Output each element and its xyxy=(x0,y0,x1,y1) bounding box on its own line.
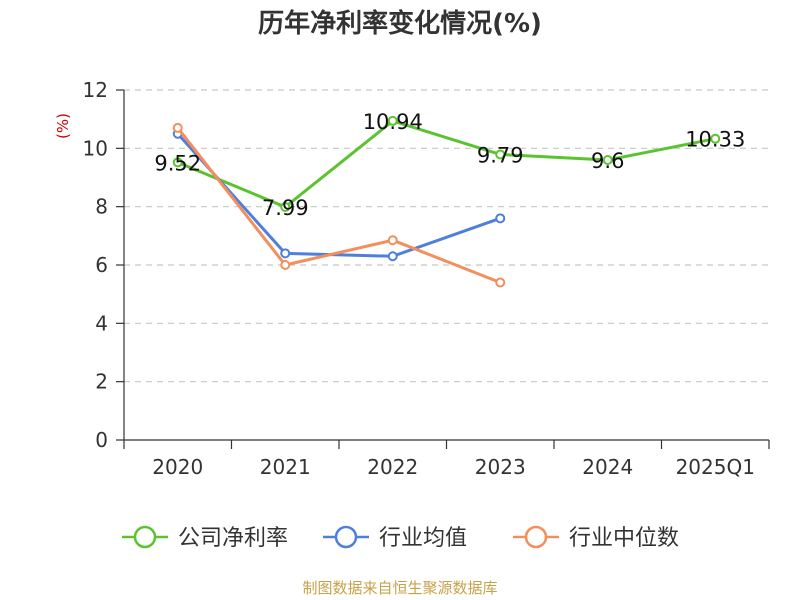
data-label: 10.33 xyxy=(685,128,745,152)
data-label: 9.52 xyxy=(154,151,201,175)
data-point xyxy=(602,155,613,165)
data-point xyxy=(387,235,398,246)
data-point xyxy=(495,149,506,160)
legend-item-0: 公司净利率 xyxy=(122,525,288,551)
data-labels: 9.52 7.99 10.94 9.79 9.6 10.33 xyxy=(154,110,745,220)
y-tick-label: 0 xyxy=(95,428,108,452)
y-tick-label: 12 xyxy=(83,78,108,102)
data-point xyxy=(495,277,506,288)
legend-label: 行业均值 xyxy=(379,526,467,551)
data-label: 9.79 xyxy=(477,143,524,167)
data-point xyxy=(280,248,291,259)
legend: 公司净利率 行业均值 行业中位数 xyxy=(122,525,679,551)
data-point xyxy=(495,213,506,224)
x-tick-label: 2024 xyxy=(582,455,633,479)
legend-marker xyxy=(133,525,157,549)
source-note: 制图数据来自恒生聚源数据库 xyxy=(302,579,497,597)
x-tick-label: 2022 xyxy=(367,455,418,479)
legend-marker xyxy=(334,525,358,549)
y-tick-label: 8 xyxy=(95,195,108,219)
legend-label: 行业中位数 xyxy=(569,526,679,551)
y-tick-label: 4 xyxy=(95,311,108,335)
data-point xyxy=(172,122,183,133)
data-point xyxy=(710,133,721,144)
series-lines xyxy=(172,115,721,288)
series-line-1 xyxy=(176,132,501,258)
y-axis-unit: (%) xyxy=(54,113,72,139)
data-label: 10.94 xyxy=(363,110,423,134)
data-point xyxy=(280,260,291,270)
legend-label: 公司净利率 xyxy=(178,526,288,551)
y-tick-label: 10 xyxy=(83,136,108,160)
x-tick-labels: 2020 2021 2022 2023 2024 2025Q1 xyxy=(152,455,755,479)
data-label: 7.99 xyxy=(262,196,309,220)
axes xyxy=(116,89,770,449)
y-tick-label: 6 xyxy=(95,253,108,277)
x-tick-label: 2021 xyxy=(260,455,311,479)
y-tick-labels: 0 2 4 6 8 10 12 xyxy=(83,78,108,452)
data-label: 9.6 xyxy=(591,149,624,173)
legend-item-1: 行业均值 xyxy=(323,525,467,551)
data-point xyxy=(387,115,398,126)
data-point xyxy=(280,201,291,212)
chart-title: 历年净利率变化情况(%) xyxy=(258,8,542,39)
y-tick-label: 2 xyxy=(95,370,108,394)
x-tick-label: 2020 xyxy=(152,455,203,479)
x-tick-label: 2023 xyxy=(475,455,526,479)
gridlines xyxy=(124,89,769,383)
series-line-2 xyxy=(176,126,501,284)
data-point xyxy=(387,251,398,262)
legend-item-2: 行业中位数 xyxy=(513,525,679,551)
legend-marker xyxy=(524,525,548,549)
data-point xyxy=(172,157,183,168)
x-tick-label: 2025Q1 xyxy=(676,455,755,479)
series-line-0 xyxy=(177,119,716,209)
